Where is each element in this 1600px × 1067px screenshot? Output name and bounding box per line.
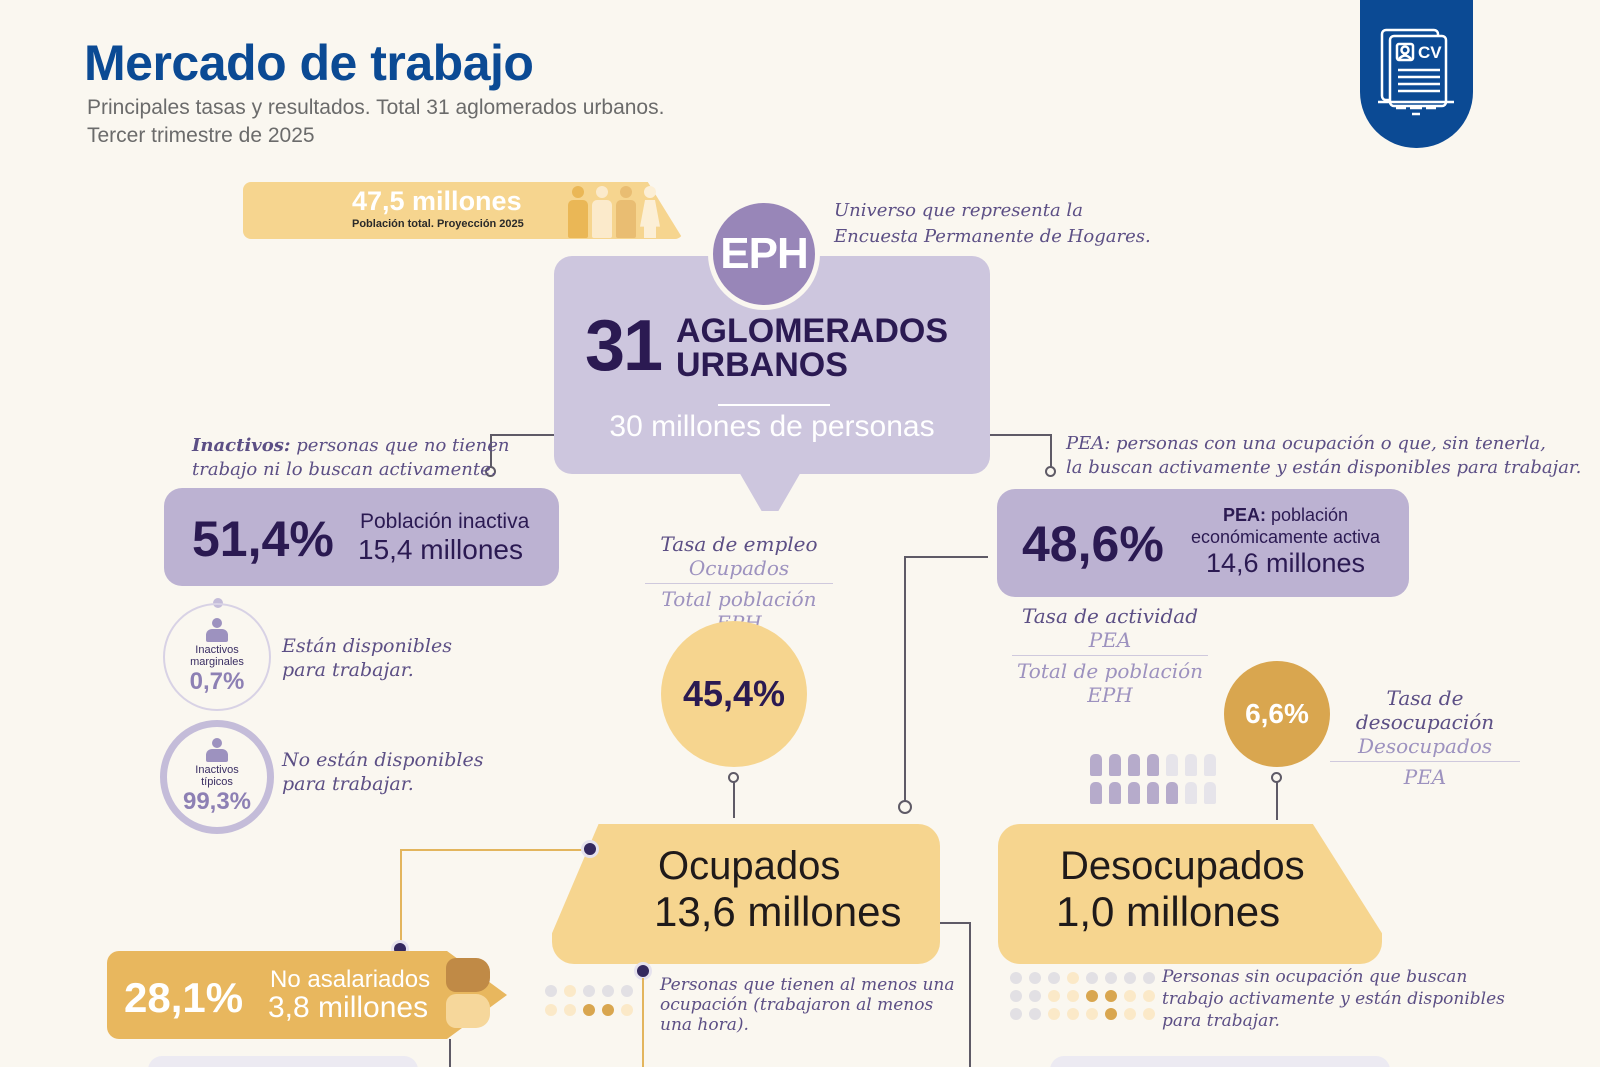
non-salaried-millions: 3,8 millones [268,991,429,1024]
pea-note: PEA: personas con una ocupación o que, s… [1066,433,1582,478]
typical-percent: 99,3% [182,788,252,815]
marginal-note: Están disponibles para trabajar. [282,635,452,681]
person-icon [592,186,612,238]
cv-badge: CV [1360,0,1473,148]
person-icon [1204,754,1216,776]
person-icon [1166,754,1178,776]
person-icon [568,186,588,238]
person-icon [1090,782,1102,804]
subtitle-line-1: Principales tasas y resultados. Total 31… [87,96,665,119]
inactive-percent: 51,4% [192,511,334,567]
svg-text:CV: CV [1418,43,1442,62]
inactive-label: Población inactiva [360,510,530,533]
connector-line [1050,434,1052,468]
person-icon [640,186,660,238]
unemployment-rate-value: 6,6% [1224,661,1330,767]
connector-dot [581,840,599,858]
connector-line [490,434,554,436]
marginal-percent: 0,7% [189,668,245,695]
eph-persons: 30 millones de personas [609,410,935,443]
inactive-population-box [164,488,559,586]
dot-pictogram [1010,972,1155,1020]
non-salaried-box [107,951,507,1039]
typical-inactive-ring: Inactivos típicos 99,3% [160,720,274,834]
employment-rate-value: 45,4% [661,621,807,767]
connector-line [400,849,402,949]
connector-line [1276,780,1278,820]
bottom-pill [148,1056,418,1067]
non-salaried-tab [446,958,490,992]
unemployment-rate-formula: Tasa de desocupación Desocupados PEA [1330,686,1520,789]
people-pictogram [1090,754,1216,804]
connector-line [904,556,988,558]
non-salaried-label: No asalariados [270,966,431,993]
unemployed-box [998,824,1382,964]
bottom-pill [1050,1056,1390,1067]
connector-line [490,434,492,468]
person-icon [1090,754,1102,776]
connector-node [1045,466,1056,477]
employed-title: Ocupados [658,844,841,888]
person-icon [1166,782,1178,804]
population-value: 47,5 millones [352,186,522,216]
person-icon [1185,754,1197,776]
person-icon [1109,782,1121,804]
connector-line [940,922,970,924]
person-icon [1204,782,1216,804]
employed-box [552,824,940,964]
inactive-millions: 15,4 millones [358,534,523,565]
connector-line [449,1039,451,1067]
connector-node [898,800,912,814]
page-title: Mercado de trabajo [84,35,534,91]
person-icon [616,186,636,238]
employed-millions: 13,6 millones [654,888,902,935]
typical-note: No están disponibles para trabajar. [282,749,484,795]
non-salaried-percent: 28,1% [124,974,244,1021]
person-icon [1147,754,1159,776]
unemployed-note: Personas sin ocupación que buscan trabaj… [1162,967,1505,1031]
connector-line [400,849,590,851]
unemployed-millions: 1,0 millones [1056,888,1281,935]
pea-box [997,489,1409,597]
cv-document-icon: CV [1378,28,1454,116]
subtitle-line-2: Tercer trimestre de 2025 [87,124,315,147]
connector-line [990,434,1052,436]
page-subtitle: Principales tasas y resultados. Total 31… [87,94,664,150]
non-salaried-tab [446,994,490,1028]
person-icon [1109,754,1121,776]
pea-millions: 14,6 millones [1205,548,1366,578]
unemployed-title: Desocupados [1060,844,1305,888]
connector-line [904,556,906,804]
population-label: Población total. Proyección 2025 [352,218,524,230]
dot-pictogram [545,985,633,1016]
connector-node [1271,772,1282,783]
connector-node [485,466,496,477]
employed-note: Personas que tienen al menos una ocupaci… [660,975,955,1035]
eph-count-label: AGLOMERADOS URBANOS [676,312,948,384]
connector-line [733,780,735,818]
pea-label: PEA: población económicamente activa [1190,505,1381,547]
person-icon [1147,782,1159,804]
person-icon [1128,782,1140,804]
employment-rate-formula: Tasa de empleo Ocupados Total población … [645,532,833,635]
marginal-inactive-ring: Inactivos marginales 0,7% [163,603,271,711]
eph-badge: EPH [708,198,820,310]
eph-pointer [735,465,805,511]
eph-divider [718,404,830,406]
person-icon [1128,754,1140,776]
people-icon-group [568,186,660,238]
person-icon [1185,782,1197,804]
eph-note: Universo que representa la Encuesta Perm… [834,200,1151,247]
connector-node [728,772,739,783]
inactive-note: Inactivos: personas que no tienen trabaj… [192,435,510,480]
connector-line [642,978,644,1067]
person-icon [206,738,228,762]
eph-count: 31 [585,306,663,386]
activity-rate-formula: Tasa de actividad PEA Total de población… [1012,604,1208,707]
pea-percent: 48,6% [1022,516,1164,572]
connector-line [969,922,971,1067]
person-icon [206,618,228,642]
